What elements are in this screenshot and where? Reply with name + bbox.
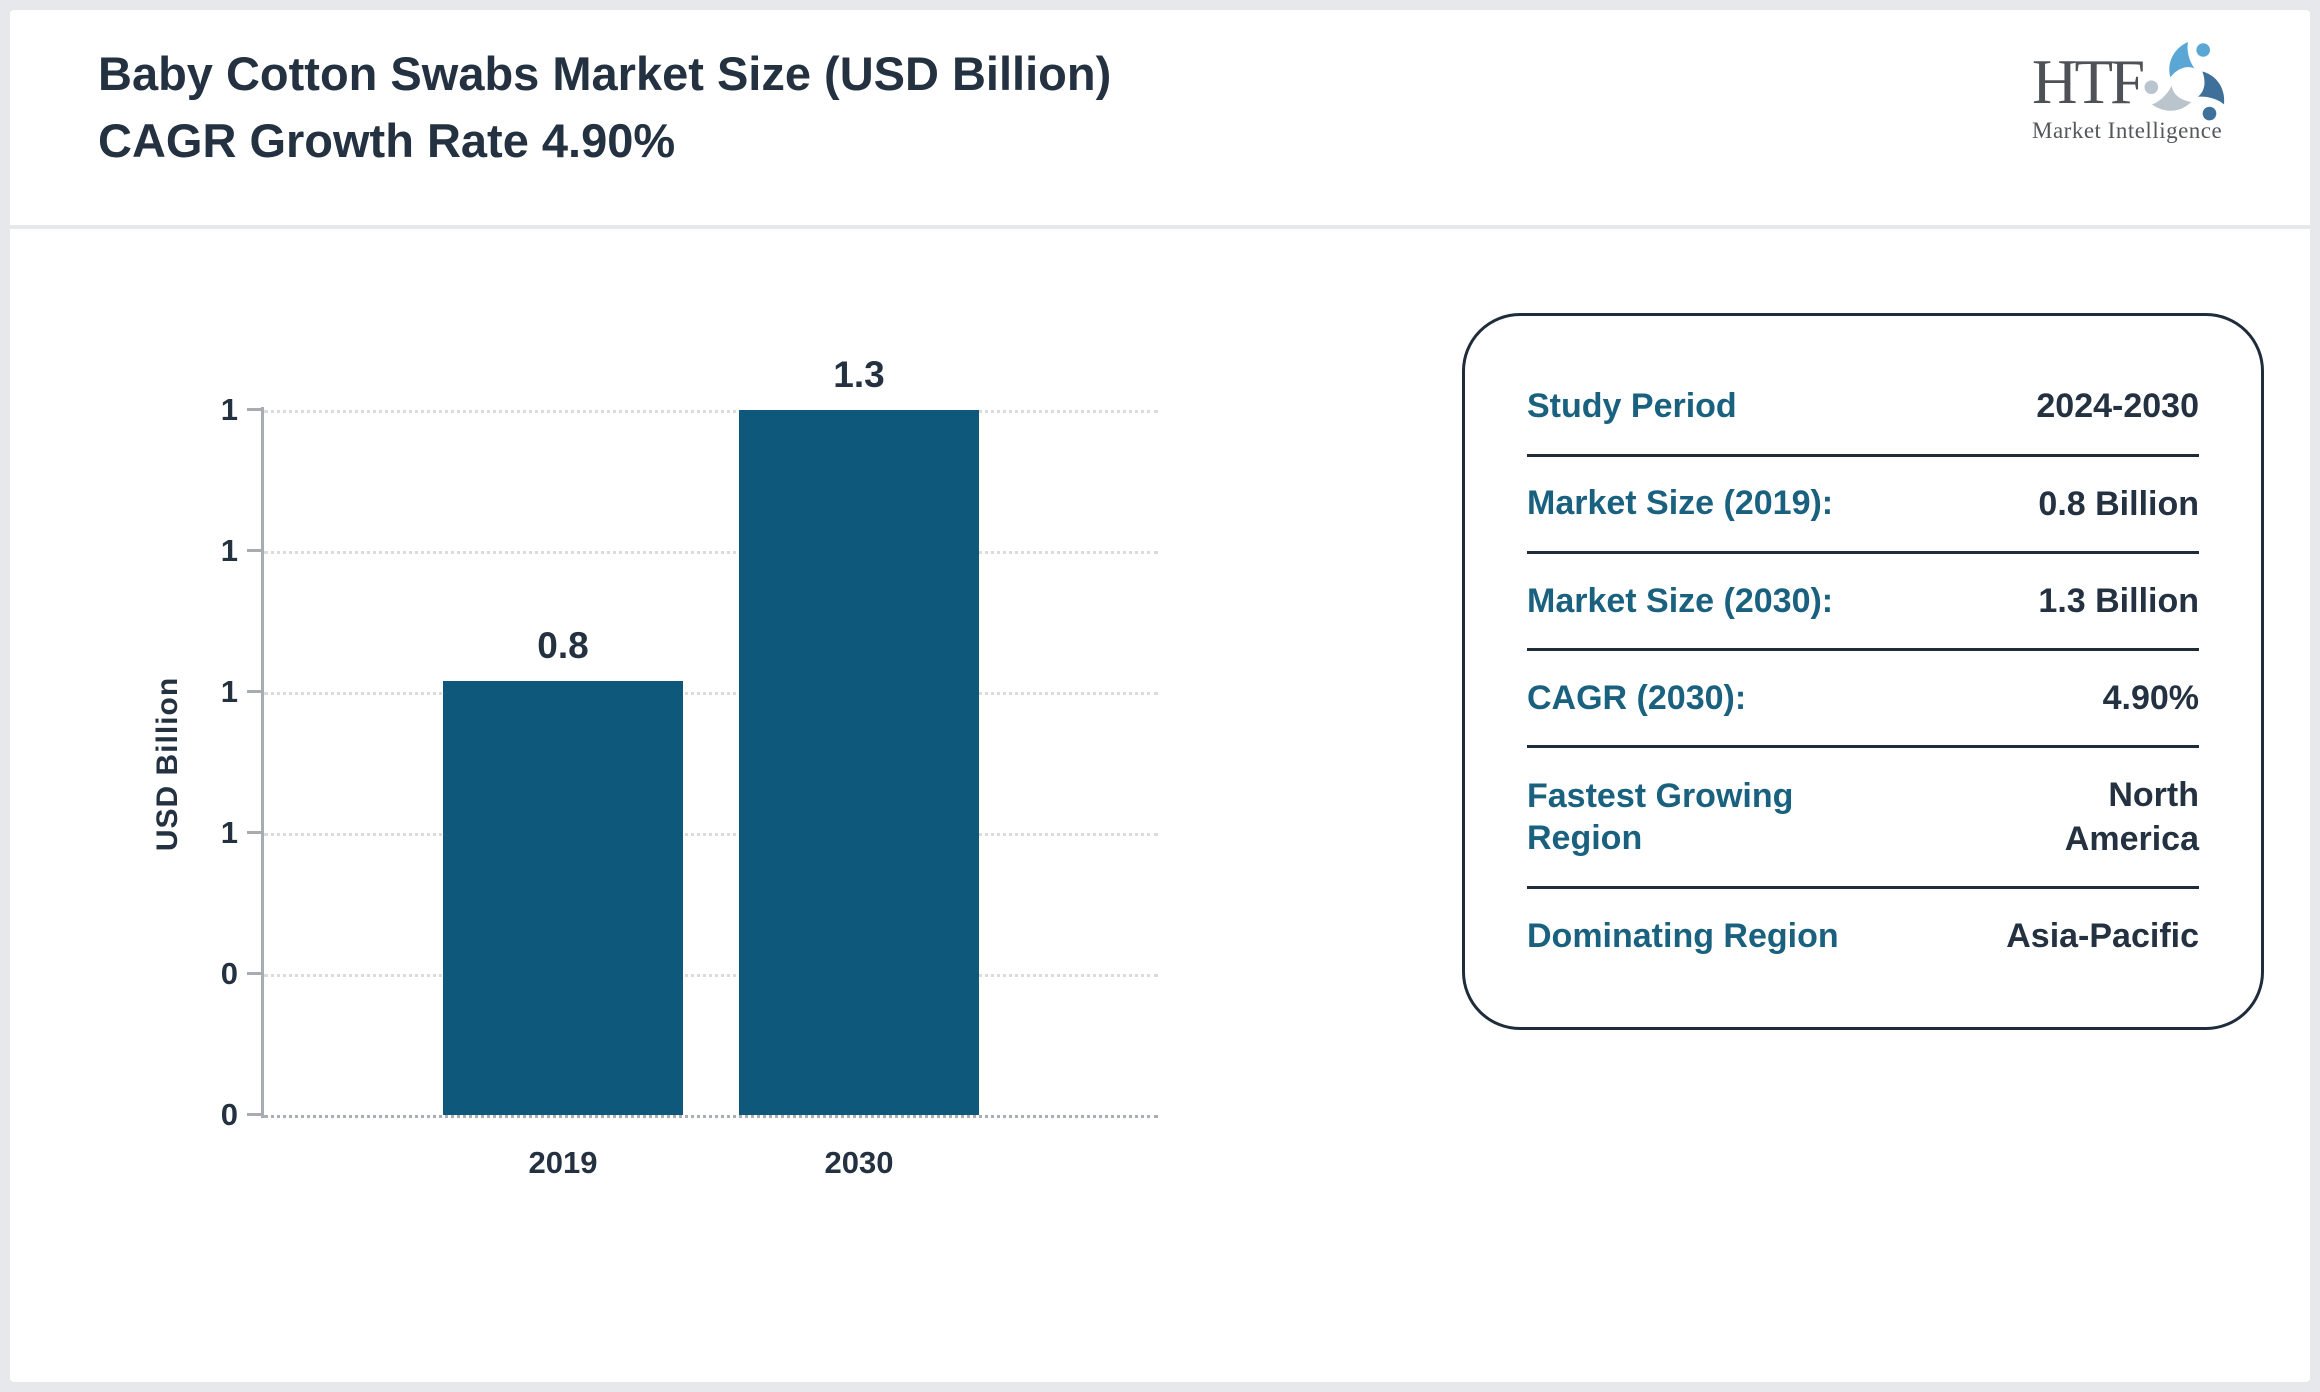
gridline bbox=[264, 974, 1158, 977]
row-label: Study Period bbox=[1527, 387, 1737, 426]
y-tick-mark bbox=[247, 408, 262, 411]
x-tick-label: 2030 bbox=[824, 1145, 894, 1180]
x-tick-label: 2019 bbox=[528, 1145, 598, 1180]
row-value: 4.90% bbox=[2102, 678, 2199, 717]
bar-group-2030: 1.3 2030 bbox=[739, 354, 979, 1180]
row-value: Asia-Pacific bbox=[2006, 917, 2199, 956]
table-row: Fastest Growing Region North America bbox=[1527, 748, 2199, 890]
table-row: Dominating Region Asia-Pacific bbox=[1527, 889, 2199, 983]
y-tick-label: 1 bbox=[220, 815, 238, 850]
table-row: Market Size (2030): 1.3 Billion bbox=[1527, 554, 2199, 651]
table-row: CAGR (2030): 4.90% bbox=[1527, 651, 2199, 749]
row-label: CAGR (2030): bbox=[1527, 678, 1747, 717]
table-row: Study Period 2024-2030 bbox=[1527, 359, 2199, 457]
row-value: North America bbox=[2064, 776, 2199, 859]
row-label: Fastest Growing Region bbox=[1527, 776, 1794, 858]
gridline bbox=[264, 410, 1158, 413]
y-axis-line bbox=[261, 407, 264, 1118]
y-tick-mark bbox=[247, 1113, 262, 1116]
row-value: 0.8 Billion bbox=[2038, 484, 2199, 523]
y-tick-mark bbox=[247, 549, 262, 552]
row-label: Market Size (2019): bbox=[1527, 484, 1834, 523]
htf-logo: HTF Market Intelligence bbox=[2032, 34, 2248, 144]
x-axis-line bbox=[264, 1115, 1158, 1118]
page-title: Baby Cotton Swabs Market Size (USD Billi… bbox=[98, 40, 1111, 174]
page-title-line1: Baby Cotton Swabs Market Size (USD Billi… bbox=[98, 47, 1112, 100]
htf-logo-top: HTF bbox=[2032, 34, 2248, 130]
row-value: 1.3 Billion bbox=[2038, 581, 2199, 620]
y-tick-label: 1 bbox=[220, 392, 238, 427]
bar-2019 bbox=[443, 681, 683, 1115]
htf-logo-text: HTF bbox=[2032, 46, 2145, 117]
bar-value-label: 0.8 bbox=[537, 625, 589, 667]
y-tick-label: 0 bbox=[220, 956, 238, 991]
gridline bbox=[264, 692, 1158, 695]
y-tick-mark bbox=[247, 972, 262, 975]
bar-value-label: 1.3 bbox=[833, 354, 885, 395]
y-tick-label: 1 bbox=[220, 533, 238, 568]
bar-2030 bbox=[739, 410, 979, 1115]
htf-logo-tagline: Market Intelligence bbox=[2032, 118, 2223, 143]
table-row: Market Size (2019): 0.8 Billion bbox=[1527, 457, 2199, 554]
y-tick-label: 1 bbox=[220, 674, 238, 709]
htf-logo-swirl-icon bbox=[2144, 42, 2225, 121]
row-value: 2024-2030 bbox=[2036, 387, 2199, 426]
gridline bbox=[264, 833, 1158, 836]
bar-group-2019: 0.8 2019 bbox=[443, 410, 683, 1180]
y-tick-mark bbox=[247, 690, 262, 693]
info-card: Study Period 2024-2030 Market Size (2019):… bbox=[1462, 313, 2264, 1030]
row-label: Market Size (2030): bbox=[1527, 581, 1834, 620]
gridline bbox=[264, 551, 1158, 554]
row-label: Dominating Region bbox=[1527, 917, 1839, 956]
header-divider bbox=[10, 225, 2310, 229]
y-tick-mark bbox=[247, 831, 262, 834]
page-title-line2: CAGR Growth Rate 4.90% bbox=[98, 114, 676, 168]
y-tick-label: 0 bbox=[220, 1097, 238, 1132]
bars-row: 0.8 2019 1.3 2030 bbox=[264, 354, 1158, 1180]
plot-area: 1 1 1 1 0 0 0.8 2019 1.3 2030 bbox=[221, 354, 1158, 1180]
